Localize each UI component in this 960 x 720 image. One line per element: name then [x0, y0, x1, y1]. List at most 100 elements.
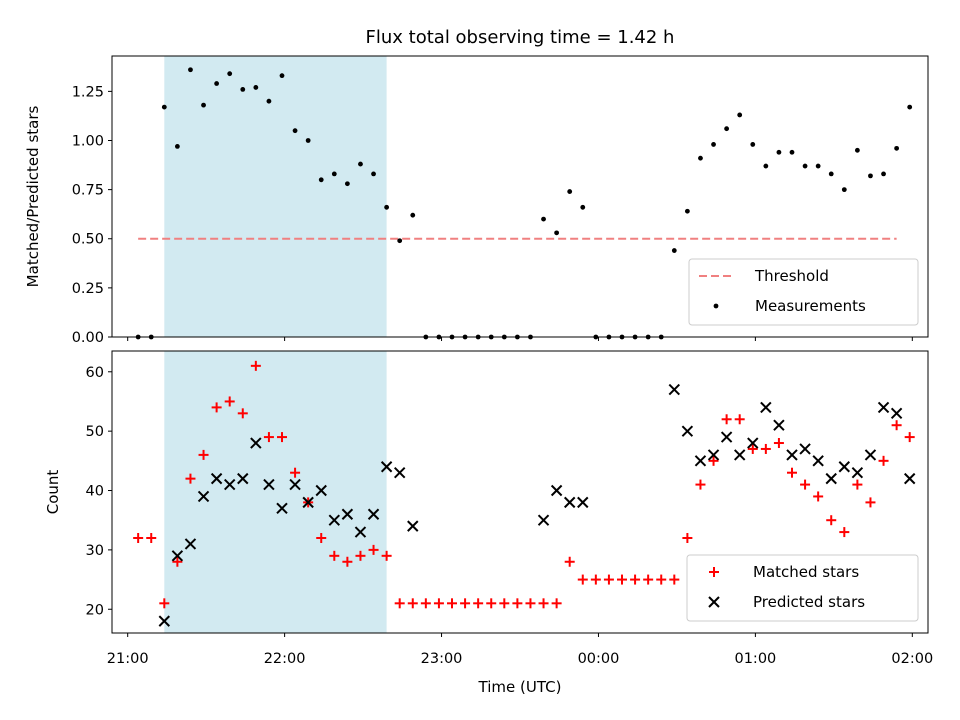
- data-point: [302, 496, 314, 509]
- data-point-b: [694, 455, 707, 467]
- data-point: [541, 216, 546, 222]
- data-point: [384, 204, 390, 210]
- data-point: [371, 171, 376, 177]
- data-point: [512, 598, 523, 609]
- axes-frame: [111, 55, 929, 338]
- data-point: [877, 401, 890, 414]
- data-point: [224, 396, 235, 407]
- data-point: [802, 163, 808, 169]
- data-point: [253, 85, 259, 90]
- data-point: [617, 574, 627, 585]
- data-point: [838, 461, 851, 473]
- data-point-b: [890, 407, 903, 420]
- data-point: [828, 171, 834, 177]
- data-point: [590, 574, 601, 585]
- data-point: [720, 431, 733, 443]
- data-point: [240, 87, 246, 92]
- chart-title: Flux total observing time = 1.42 h: [366, 27, 675, 48]
- data-point: [355, 550, 366, 561]
- data-point: [865, 497, 876, 508]
- x-tick-label: 21:00: [107, 651, 149, 667]
- series-predicted-stars: [158, 383, 916, 627]
- data-point: [773, 419, 785, 431]
- data-point: [499, 598, 510, 609]
- data-point-b: [812, 455, 824, 467]
- data-point: [577, 574, 588, 585]
- data-point: [354, 526, 367, 538]
- data-point-b: [289, 478, 301, 491]
- data-point: [760, 443, 771, 454]
- data-point: [698, 155, 703, 161]
- data-point: [776, 149, 782, 155]
- data-point-b: [747, 437, 759, 449]
- data-point: [724, 126, 730, 132]
- data-point: [669, 574, 680, 585]
- data-point-b: [577, 496, 589, 509]
- y-tick-label: 0.50: [72, 232, 104, 248]
- data-point-b: [877, 401, 890, 414]
- data-point: [263, 478, 275, 491]
- data-point-b: [720, 431, 733, 443]
- data-point-b: [799, 443, 811, 455]
- y-axis-label: Count: [44, 470, 62, 515]
- data-point-b: [367, 508, 380, 520]
- data-point-b: [864, 449, 877, 461]
- y-tick-label: 0.00: [72, 330, 104, 346]
- data-point: [185, 473, 196, 484]
- data-point: [223, 478, 236, 491]
- data-point: [158, 615, 171, 627]
- data-point-b: [668, 383, 681, 396]
- data-point: [344, 181, 350, 187]
- data-point: [813, 491, 824, 502]
- shaded-region: [164, 56, 387, 337]
- y-tick-label: 1.25: [72, 84, 104, 100]
- data-point: [538, 598, 549, 609]
- data-point: [907, 104, 913, 110]
- data-point: [694, 455, 707, 467]
- data-point: [201, 102, 206, 108]
- data-point: [904, 432, 915, 443]
- data-point: [250, 360, 261, 371]
- y-tick-label: 0.25: [72, 281, 104, 297]
- data-point: [159, 598, 170, 609]
- data-point: [393, 466, 406, 479]
- data-point-b: [237, 472, 249, 485]
- data-point: [890, 407, 903, 420]
- data-point-b: [210, 472, 223, 485]
- data-point: [567, 189, 573, 194]
- data-point: [894, 145, 900, 151]
- data-point: [707, 449, 720, 461]
- data-point: [394, 598, 405, 609]
- data-point: [133, 533, 144, 544]
- data-point: [277, 432, 287, 443]
- data-point-b: [341, 508, 354, 520]
- y-tick-label: 20: [86, 602, 104, 618]
- data-point: [550, 484, 563, 497]
- data-point-b: [903, 472, 916, 485]
- data-point-b: [158, 615, 171, 627]
- legend-label: Matched stars: [753, 563, 859, 581]
- data-point: [358, 161, 363, 167]
- data-point: [146, 533, 157, 544]
- data-point: [279, 73, 285, 79]
- data-point-b: [380, 461, 393, 473]
- data-point: [799, 443, 811, 455]
- x-tick-label: 02:00: [891, 651, 933, 667]
- data-point: [734, 414, 745, 425]
- x-tick-label: 00:00: [578, 651, 620, 667]
- data-point: [711, 142, 716, 147]
- data-point: [825, 472, 837, 485]
- x-axis-label: Time (UTC): [478, 678, 562, 696]
- data-point: [864, 449, 877, 461]
- data-point: [305, 138, 311, 143]
- data-point: [786, 449, 798, 461]
- data-point: [563, 496, 576, 509]
- data-point: [851, 466, 864, 479]
- data-point-b: [537, 514, 550, 526]
- data-point-b: [825, 472, 837, 485]
- data-point-b: [707, 449, 720, 461]
- count-panel: 20 30 40 50 60 21:00 22:00 23:00 00:00 01:00 02:00…: [44, 350, 933, 667]
- data-point-b: [328, 514, 341, 526]
- y-tick-label: 30: [86, 543, 104, 559]
